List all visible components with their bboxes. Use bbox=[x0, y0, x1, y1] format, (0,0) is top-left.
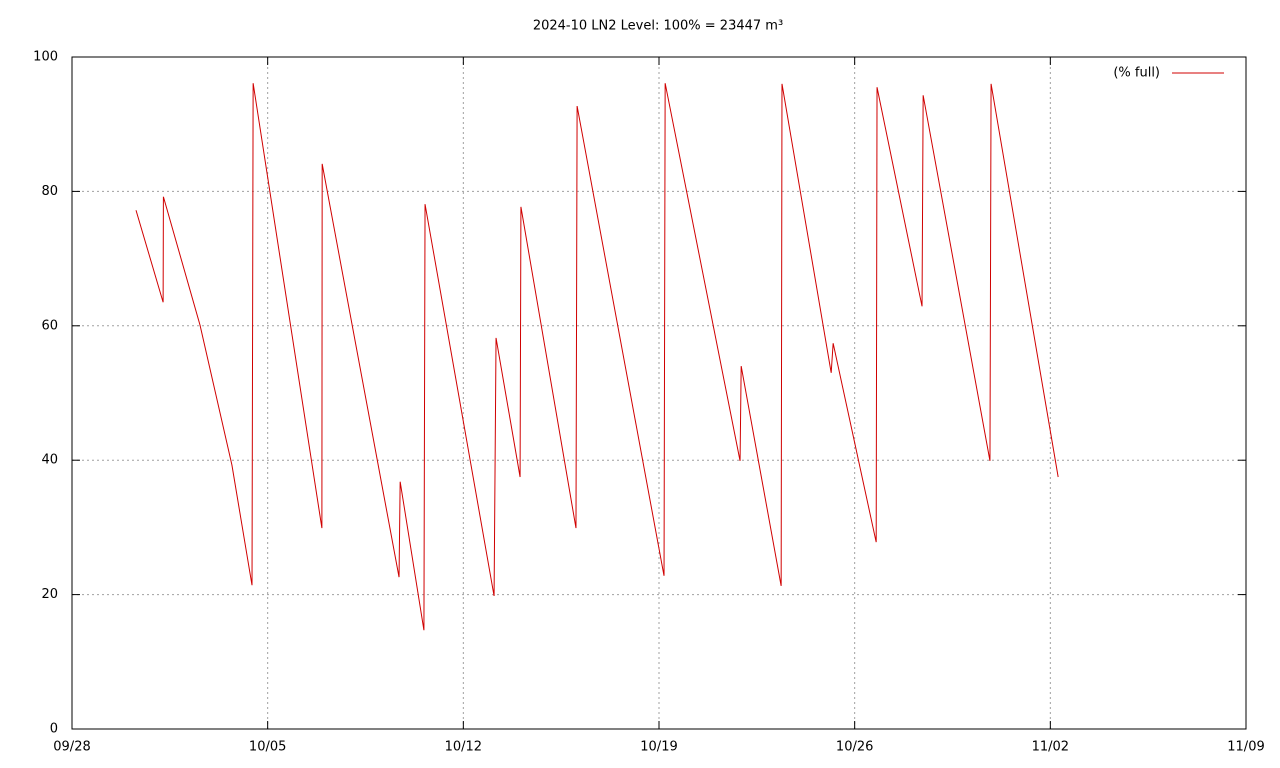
x-tick-label: 11/09 bbox=[1227, 740, 1264, 755]
y-tick-label: 100 bbox=[33, 50, 58, 65]
chart-title: 2024-10 LN2 Level: 100% = 23447 m³ bbox=[533, 19, 783, 34]
y-tick-label: 80 bbox=[41, 184, 58, 199]
x-tick-label: 10/19 bbox=[640, 740, 677, 755]
y-tick-label: 0 bbox=[50, 722, 58, 737]
plot-frame bbox=[71, 56, 1247, 730]
x-tick-label: 10/05 bbox=[249, 740, 286, 755]
y-tick-label: 60 bbox=[41, 318, 58, 333]
x-tick-label: 11/02 bbox=[1032, 740, 1069, 755]
x-tick-label: 09/28 bbox=[53, 740, 90, 755]
y-tick-label: 40 bbox=[41, 453, 58, 468]
x-tick-label: 10/12 bbox=[445, 740, 482, 755]
y-tick-label: 20 bbox=[41, 587, 58, 602]
legend-label: (% full) bbox=[1113, 66, 1160, 81]
data-line bbox=[135, 83, 1059, 631]
x-tick-label: 10/26 bbox=[836, 740, 873, 755]
